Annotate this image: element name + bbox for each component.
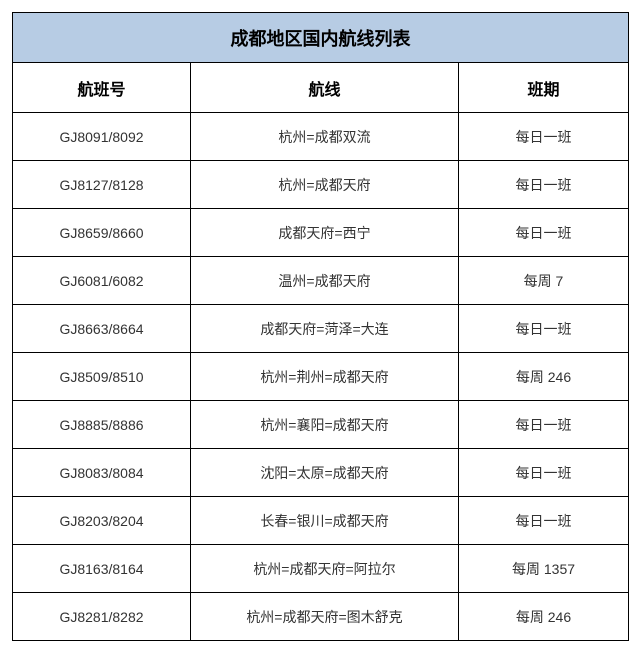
table-row: GJ8281/8282 杭州=成都天府=图木舒克 每周 246 <box>13 593 629 641</box>
cell-route: 杭州=成都双流 <box>191 113 459 161</box>
cell-flight: GJ8509/8510 <box>13 353 191 401</box>
cell-schedule: 每日一班 <box>459 401 629 449</box>
cell-schedule: 每日一班 <box>459 113 629 161</box>
cell-schedule: 每日一班 <box>459 161 629 209</box>
cell-schedule: 每日一班 <box>459 305 629 353</box>
table-row: GJ8659/8660 成都天府=西宁 每日一班 <box>13 209 629 257</box>
table-row: GJ8203/8204 长春=银川=成都天府 每日一班 <box>13 497 629 545</box>
cell-schedule: 每周 246 <box>459 593 629 641</box>
col-header-schedule: 班期 <box>459 63 629 113</box>
cell-schedule: 每周 246 <box>459 353 629 401</box>
cell-route: 沈阳=太原=成都天府 <box>191 449 459 497</box>
cell-schedule: 每日一班 <box>459 449 629 497</box>
cell-route: 成都天府=菏泽=大连 <box>191 305 459 353</box>
table-body: GJ8091/8092 杭州=成都双流 每日一班 GJ8127/8128 杭州=… <box>13 113 629 641</box>
cell-route: 杭州=成都天府 <box>191 161 459 209</box>
cell-route: 杭州=成都天府=图木舒克 <box>191 593 459 641</box>
cell-flight: GJ8885/8886 <box>13 401 191 449</box>
table-title-row: 成都地区国内航线列表 <box>13 13 629 63</box>
cell-route: 温州=成都天府 <box>191 257 459 305</box>
table-row: GJ8127/8128 杭州=成都天府 每日一班 <box>13 161 629 209</box>
cell-flight: GJ8083/8084 <box>13 449 191 497</box>
cell-schedule: 每日一班 <box>459 209 629 257</box>
cell-route: 长春=银川=成都天府 <box>191 497 459 545</box>
cell-route: 杭州=成都天府=阿拉尔 <box>191 545 459 593</box>
table-row: GJ8509/8510 杭州=荆州=成都天府 每周 246 <box>13 353 629 401</box>
cell-route: 杭州=荆州=成都天府 <box>191 353 459 401</box>
cell-schedule: 每周 7 <box>459 257 629 305</box>
cell-flight: GJ8091/8092 <box>13 113 191 161</box>
table-row: GJ8885/8886 杭州=襄阳=成都天府 每日一班 <box>13 401 629 449</box>
table-row: GJ8083/8084 沈阳=太原=成都天府 每日一班 <box>13 449 629 497</box>
cell-flight: GJ8281/8282 <box>13 593 191 641</box>
cell-flight: GJ6081/6082 <box>13 257 191 305</box>
cell-flight: GJ8663/8664 <box>13 305 191 353</box>
cell-schedule: 每周 1357 <box>459 545 629 593</box>
table-header-row: 航班号 航线 班期 <box>13 63 629 113</box>
col-header-flight: 航班号 <box>13 63 191 113</box>
cell-flight: GJ8127/8128 <box>13 161 191 209</box>
flight-routes-table: 成都地区国内航线列表 航班号 航线 班期 GJ8091/8092 杭州=成都双流… <box>12 12 629 641</box>
cell-flight: GJ8659/8660 <box>13 209 191 257</box>
cell-flight: GJ8203/8204 <box>13 497 191 545</box>
col-header-route: 航线 <box>191 63 459 113</box>
table-row: GJ8163/8164 杭州=成都天府=阿拉尔 每周 1357 <box>13 545 629 593</box>
table-row: GJ6081/6082 温州=成都天府 每周 7 <box>13 257 629 305</box>
table-row: GJ8663/8664 成都天府=菏泽=大连 每日一班 <box>13 305 629 353</box>
cell-schedule: 每日一班 <box>459 497 629 545</box>
cell-route: 杭州=襄阳=成都天府 <box>191 401 459 449</box>
table-title: 成都地区国内航线列表 <box>13 13 629 63</box>
cell-flight: GJ8163/8164 <box>13 545 191 593</box>
table-row: GJ8091/8092 杭州=成都双流 每日一班 <box>13 113 629 161</box>
cell-route: 成都天府=西宁 <box>191 209 459 257</box>
